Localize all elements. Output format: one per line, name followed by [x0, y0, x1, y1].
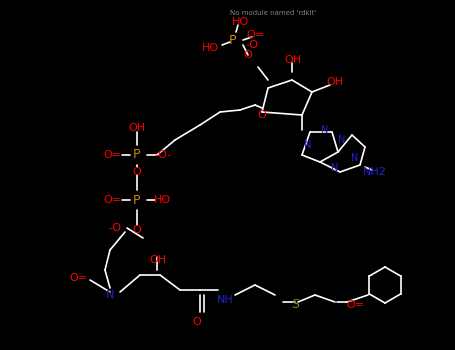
Text: P: P: [133, 148, 141, 161]
Text: O: O: [192, 317, 202, 327]
Text: P: P: [133, 194, 141, 206]
Text: O: O: [243, 50, 253, 60]
Text: O=: O=: [103, 195, 121, 205]
Text: NH: NH: [217, 295, 233, 305]
Text: O=: O=: [103, 150, 121, 160]
Text: -O: -O: [246, 40, 258, 50]
Text: O=: O=: [69, 273, 87, 283]
Text: N: N: [331, 163, 339, 173]
Text: OH: OH: [326, 77, 344, 87]
Text: O: O: [132, 167, 142, 177]
Text: No module named 'rdkit': No module named 'rdkit': [230, 10, 316, 16]
Text: OH: OH: [284, 55, 302, 65]
Text: N: N: [106, 290, 114, 300]
Text: HO: HO: [232, 17, 248, 27]
Text: O: O: [132, 225, 142, 235]
Text: O=: O=: [346, 300, 364, 310]
Text: N: N: [321, 125, 329, 135]
Text: N: N: [339, 135, 346, 145]
Text: S: S: [291, 299, 299, 312]
Text: OH: OH: [128, 123, 146, 133]
Text: N: N: [304, 140, 312, 150]
Text: O=: O=: [246, 30, 264, 40]
Text: NH2: NH2: [363, 167, 387, 177]
Text: N: N: [351, 153, 359, 163]
Text: O: O: [258, 110, 266, 120]
Text: P: P: [229, 34, 237, 47]
Text: HO: HO: [202, 43, 218, 53]
Text: HO: HO: [153, 195, 171, 205]
Text: OH: OH: [149, 255, 167, 265]
Text: -O-: -O-: [154, 150, 172, 160]
Text: -O: -O: [108, 223, 121, 233]
